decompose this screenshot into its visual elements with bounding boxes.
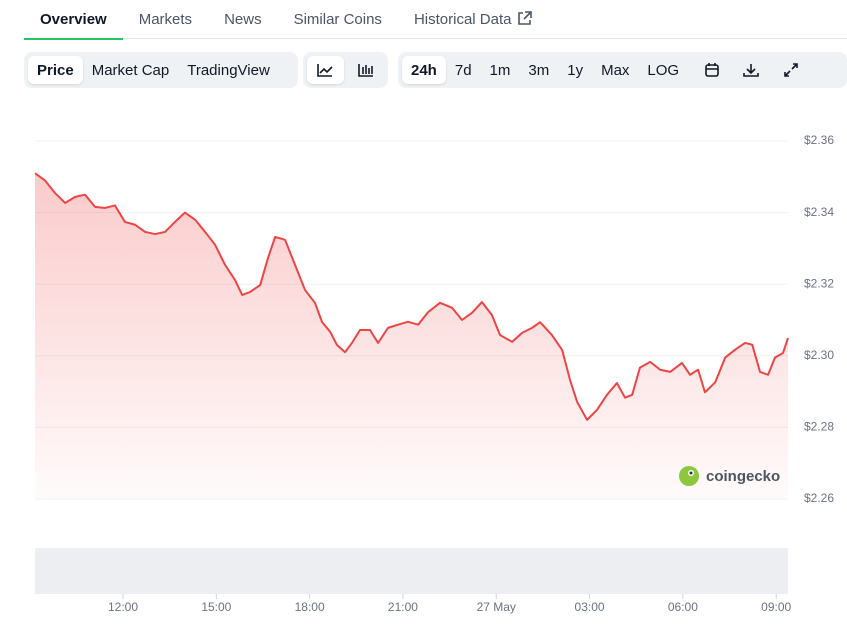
price-line — [34, 172, 789, 421]
tab[interactable]: Historical Data — [398, 0, 549, 38]
download-button[interactable] — [734, 56, 768, 84]
y-tick-label: $2.36 — [804, 133, 834, 147]
line-icon — [317, 64, 333, 77]
button[interactable]: 7d — [454, 61, 472, 79]
y-tick-label: $2.30 — [804, 348, 834, 362]
button[interactable]: Price — [28, 56, 83, 84]
x-tick-label: 09:00 — [761, 600, 791, 614]
style-group — [303, 52, 388, 88]
calendar-icon — [705, 63, 719, 77]
y-tick-label: $2.32 — [804, 276, 834, 290]
logo — [679, 466, 699, 486]
calendar-button[interactable] — [696, 56, 728, 84]
y-tick-label: $2.34 — [804, 205, 834, 219]
watermark: coingecko — [678, 465, 780, 487]
tab-label: Historical Data — [413, 11, 512, 28]
tab[interactable]: News — [224, 11, 262, 28]
x-tick-label: 12:00 — [108, 600, 138, 614]
candle-icon — [357, 64, 373, 77]
tab-bar: Overview Markets News Similar Coins Hist… — [24, 0, 847, 40]
price-area — [35, 173, 788, 499]
x-tick-label: 03:00 — [575, 600, 605, 614]
button[interactable]: Market Cap — [91, 61, 170, 79]
y-tick-label: $2.28 — [804, 420, 834, 434]
button[interactable]: Max — [601, 61, 630, 79]
range-group: 24h 7d 1m 3m 1y Max LOG — [398, 52, 847, 88]
tab[interactable]: Markets — [138, 11, 193, 28]
button[interactable]: 24h — [402, 56, 446, 84]
x-tick-label: 21:00 — [388, 600, 418, 614]
chart: $2.36 $2.34 $2.32 $2.30 $2.28 $2.26 12:00 15:00… — [34, 133, 834, 614]
x-tick-label: 06:00 — [668, 600, 698, 614]
x-tick-label: 15:00 — [201, 600, 231, 614]
button[interactable]: TradingView — [187, 61, 270, 79]
tab[interactable]: Similar Coins — [293, 11, 382, 28]
button[interactable]: LOG — [647, 61, 680, 79]
candle-button[interactable] — [348, 56, 385, 84]
button[interactable]: 1y — [567, 61, 584, 79]
x-tick-label: 27 May — [477, 600, 516, 614]
fullscreen-button[interactable] — [774, 56, 808, 84]
x-tick-label: 18:00 — [295, 600, 325, 614]
download-icon — [743, 64, 759, 77]
tab[interactable]: Overview — [24, 0, 123, 40]
watermark-text: coingecko — [706, 467, 781, 485]
y-tick-label: $2.26 — [804, 491, 834, 505]
expand-icon — [784, 63, 798, 77]
volume-band — [35, 548, 788, 594]
external-icon — [518, 11, 533, 25]
button[interactable]: 3m — [528, 61, 550, 79]
line-button[interactable] — [307, 56, 344, 84]
button[interactable]: 1m — [489, 61, 511, 79]
chart-type-group: Price Market Cap TradingView — [24, 52, 298, 88]
